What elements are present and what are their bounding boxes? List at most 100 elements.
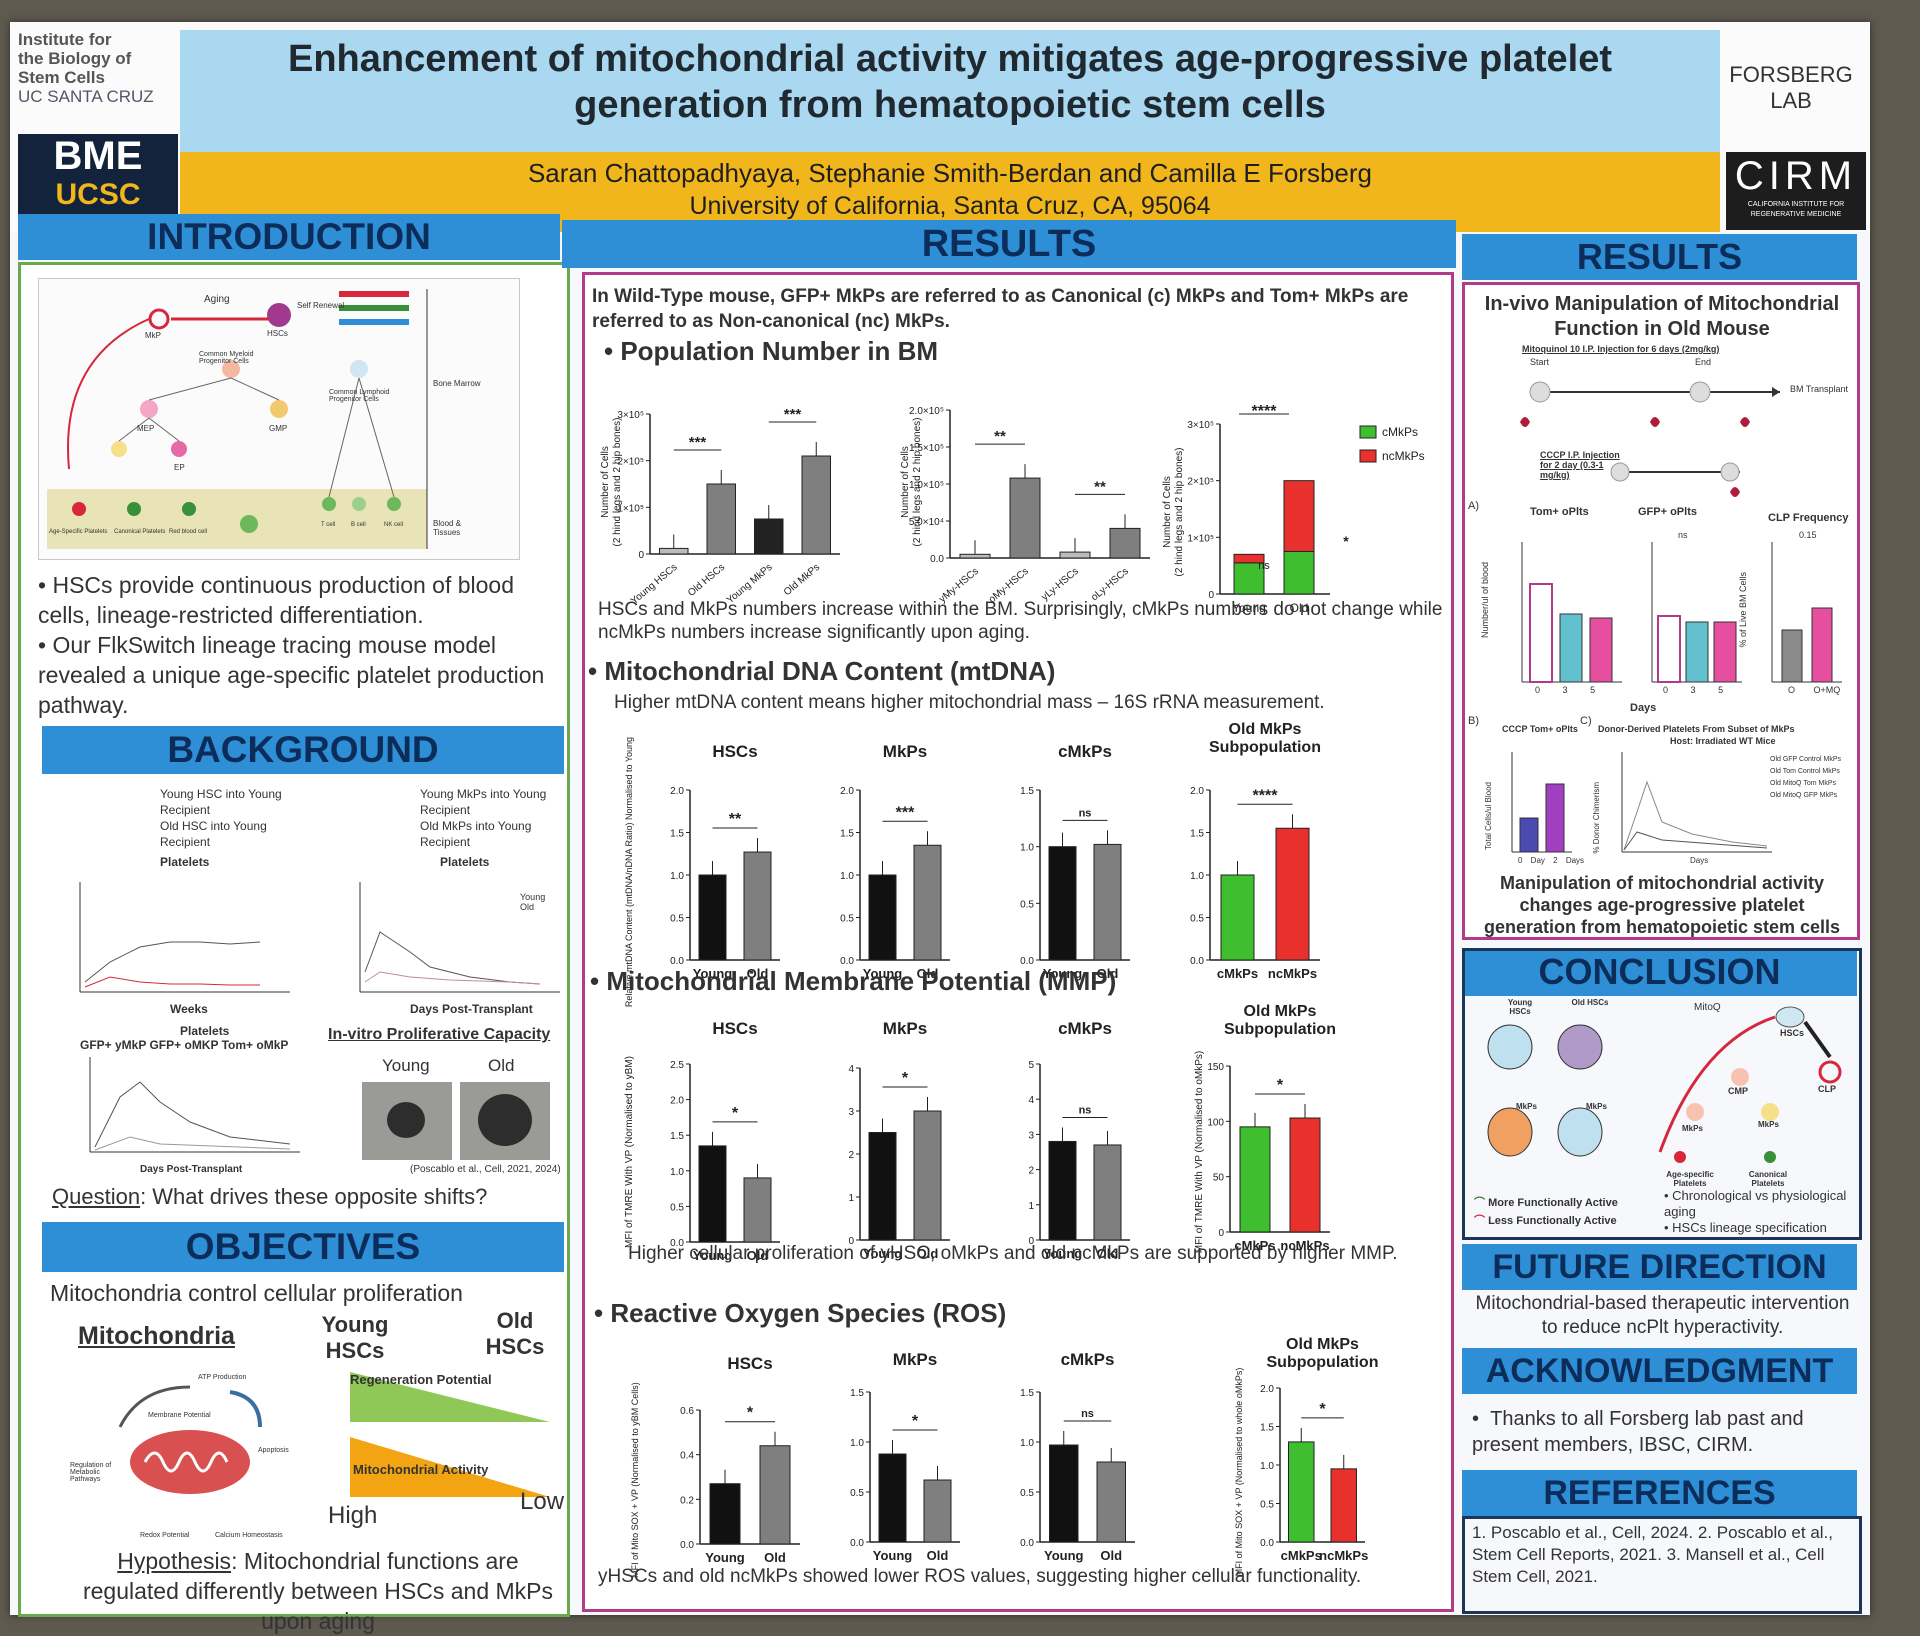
significance-label: ** <box>1094 478 1106 495</box>
bg-legend-old-mkp: Old MkPs into Young Recipient <box>420 819 532 849</box>
diagram-clp: Common Lymphoid Progenitor Cells <box>329 389 390 403</box>
hypothesis-text: : Mitochondrial functions are regulated … <box>82 1548 554 1634</box>
chart-bar <box>706 483 736 555</box>
concl-legend-more: ⌒ More Functionally Active <box>1474 1194 1618 1212</box>
chart-bar <box>913 844 942 961</box>
low-label: Low <box>520 1488 565 1515</box>
chart-tick-label: 0.0 <box>840 956 854 967</box>
chart-category-label: Young <box>693 1248 733 1263</box>
legend-swatch-ncmkps <box>1359 449 1377 463</box>
chart-bar <box>743 1177 772 1243</box>
chart-bar <box>743 851 772 961</box>
a3-group: O+MQ <box>1813 685 1841 695</box>
chart-bar <box>709 1483 741 1545</box>
bg-plot2-x: Days Post-Transplant <box>410 1002 533 1016</box>
chart-category-label: Old <box>1100 1548 1122 1563</box>
acknowledgment-text-content: Thanks to all Forsberg lab past and pres… <box>1472 1408 1804 1456</box>
results-right-heading: RESULTS <box>1462 234 1857 280</box>
diagram-canonical: Canonical Platelets <box>114 529 166 535</box>
y-axis-label: MFI of TMRE With VP (Normalised to oMkPs… <box>1194 1051 1205 1253</box>
chart-bar <box>1093 843 1122 961</box>
concl-mkps-4: MkPs <box>1758 1120 1779 1129</box>
concl-bullets: • Chronological vs physiological aging •… <box>1664 1188 1854 1236</box>
population-caption: HSCs and MkPs numbers increase within th… <box>598 599 1443 643</box>
bg-plot3-legend: GFP+ yMkP GFP+ oMKP Tom+ oMkP <box>80 1038 289 1052</box>
chart-category-label: Young <box>1043 1246 1083 1261</box>
chart-tick-label: 1×10⁵ <box>1187 533 1214 544</box>
mmp-title-text: Mitochondrial Membrane Potential (MMP) <box>606 966 1117 996</box>
chart-bar <box>868 874 897 961</box>
chart-tick-label: 2.0×10⁵ <box>909 406 944 417</box>
a3-ylabel: % of Live BM Cells <box>1738 572 1748 648</box>
introduction-heading: INTRODUCTION <box>18 214 560 260</box>
y-axis-label: (2 hind legs and 2 hip bones) <box>1174 448 1185 577</box>
panel-a-label: A) <box>1468 500 1479 512</box>
chart-bar <box>754 518 784 555</box>
bme-text: BME <box>53 134 143 178</box>
chart-tick-label: 4 <box>848 1064 854 1075</box>
population-title: • Population Number in BM <box>604 336 939 366</box>
bg-plot-subsets <box>89 1057 300 1153</box>
concl-bullet-text: Chronological vs physiological aging <box>1664 1188 1847 1219</box>
c-title: Donor-Derived Platelets From Subset of M… <box>1598 724 1795 734</box>
chart-tick-label: 2.0 <box>1260 1384 1274 1395</box>
invivo-title: In-vivo Manipulation of Mitochondrial Fu… <box>1484 293 1840 340</box>
chart-category-label: cMkPs <box>1217 966 1258 981</box>
concl-bullet: • Chronological vs physiological aging <box>1664 1188 1847 1219</box>
cirm-subtext: CALIFORNIA INSTITUTE FOR REGENERATIVE ME… <box>1747 201 1845 218</box>
bg-plot3-title: Platelets <box>180 1024 230 1038</box>
y-axis-label: MFI of TMRE With VP (Normalised to yBM) <box>624 1056 635 1248</box>
chart-tick-label: 1.5×10⁵ <box>909 443 944 454</box>
diagram-mkp: MkP <box>145 331 161 340</box>
institute-logo-text: Institute for the Biology of Stem Cells <box>18 30 132 87</box>
chart-title: MkPs <box>883 742 927 761</box>
chart-tick-label: 1 <box>1028 1201 1034 1212</box>
chart-tick-label: 1.0 <box>840 871 854 882</box>
old-hscs-label: Old HSCs <box>485 1308 545 1359</box>
chart-category-label: Young <box>1232 601 1266 615</box>
chart-title: Old MkPs <box>1244 1003 1317 1020</box>
chart-bar <box>1009 477 1041 559</box>
schematic-top: Mitoquinol 10 I.P. Injection for 6 days … <box>1522 344 1720 354</box>
diagram-bone-marrow: Bone Marrow <box>433 379 481 388</box>
regen-label: Regeneration Potential <box>350 1372 492 1387</box>
schematic-end: End <box>1695 357 1712 367</box>
a1-day: 5 <box>1590 685 1596 695</box>
mtdna-subtitle: Higher mtDNA content means higher mitoch… <box>614 692 1325 713</box>
chart-tick-label: 1.0 <box>670 871 684 882</box>
chart-title: Old MkPs <box>1286 1336 1359 1353</box>
y-axis-label: Number of Cells <box>600 446 611 518</box>
invitro-young-image <box>362 1082 452 1160</box>
significance-label: ns <box>1079 807 1092 819</box>
mito-fn-apoptosis: Apoptosis <box>258 1447 289 1454</box>
significance-label: ns <box>1081 1408 1094 1420</box>
b-title: CCCP Tom+ oPlts <box>1502 724 1578 734</box>
concl-clp: CLP <box>1818 1084 1836 1094</box>
significance-label: *** <box>784 406 802 423</box>
diagram-blood-tissues: Blood & Tissues <box>433 519 462 537</box>
diagram-bcell: B cell <box>351 522 366 528</box>
authors: Saran Chattopadhyaya, Stephanie Smith-Be… <box>527 158 1373 188</box>
concl-cmp: CMP <box>1728 1086 1748 1096</box>
significance-label: *** <box>896 804 915 821</box>
invitro-old-image <box>460 1082 550 1160</box>
chart-tick-label: 1.0×10⁵ <box>909 480 944 491</box>
chart-category-label: cMkPs <box>1281 1548 1322 1563</box>
a-ylabel: Number/ul of blood <box>1480 562 1490 639</box>
chart-title: Subpopulation <box>1209 739 1321 756</box>
bg-plot2-legend: Young Old <box>520 892 545 912</box>
diagram-ep: EP <box>174 463 185 472</box>
chart-tick-label: 0 <box>1218 1228 1224 1239</box>
a1-day: 0 <box>1535 685 1541 695</box>
chart-tick-label: 1.5 <box>670 829 684 840</box>
chart-category-label: cMkPs <box>1234 1238 1275 1253</box>
concl-mitoq: MitoQ <box>1694 1002 1721 1013</box>
significance-label: **** <box>1253 787 1279 804</box>
diagram-age-specific: Age-Specific Platelets <box>49 529 108 535</box>
chart-bar <box>801 455 831 555</box>
chart-bar <box>1220 874 1255 961</box>
chart-tick-label: 100 <box>1207 1117 1224 1128</box>
chart-tick-label: 0.6 <box>680 1406 694 1417</box>
chart-tick-label: 0.2 <box>680 1495 694 1506</box>
chart-bar-ncmkps <box>1233 553 1265 564</box>
